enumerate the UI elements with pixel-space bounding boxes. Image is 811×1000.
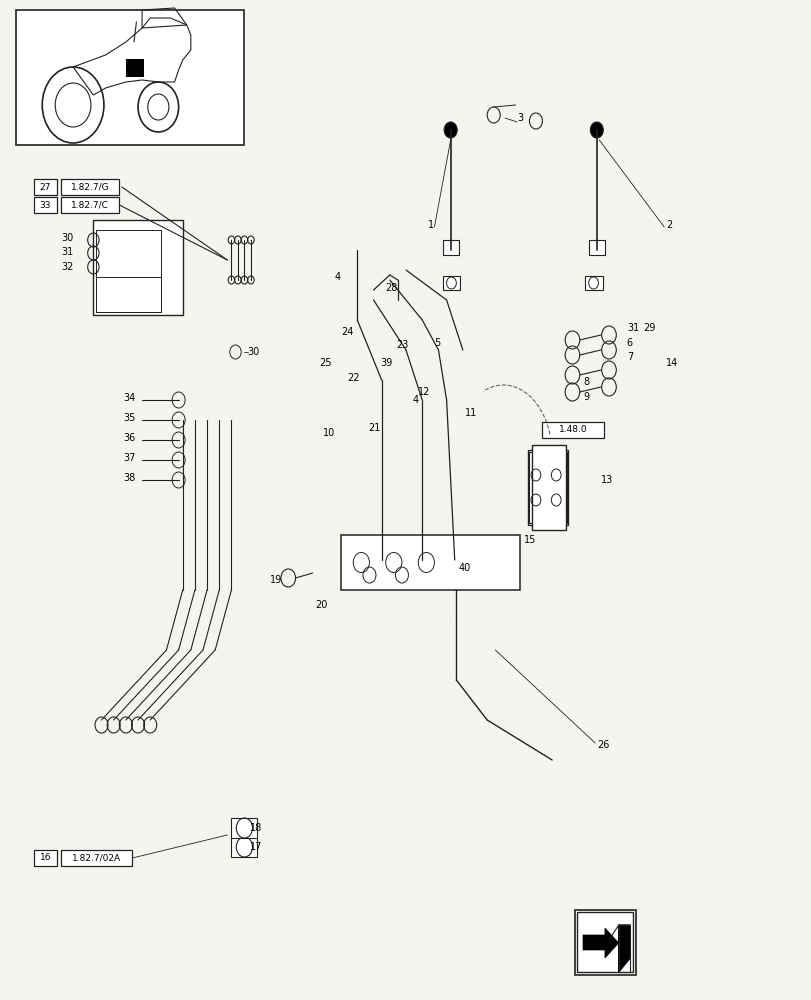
Text: 28: 28 <box>385 283 397 293</box>
Text: 13: 13 <box>600 475 612 485</box>
Bar <box>588 240 604 255</box>
Text: 27: 27 <box>40 182 51 192</box>
Bar <box>96 230 161 312</box>
Text: 1.48.0: 1.48.0 <box>558 426 587 434</box>
Bar <box>231 837 257 857</box>
Text: 25: 25 <box>319 358 331 368</box>
Text: 18: 18 <box>250 823 262 833</box>
Text: 21: 21 <box>367 423 380 433</box>
Text: 35: 35 <box>123 413 135 423</box>
Text: 8: 8 <box>582 377 589 387</box>
Text: 29: 29 <box>642 323 654 333</box>
Text: 30: 30 <box>62 233 74 243</box>
Text: 14: 14 <box>665 358 677 368</box>
Text: 1.82.7/C: 1.82.7/C <box>71 200 109 210</box>
Text: 10: 10 <box>323 428 335 438</box>
Bar <box>61 850 132 866</box>
Bar <box>96 277 161 312</box>
Text: 38: 38 <box>123 473 135 483</box>
Bar <box>231 818 257 838</box>
Polygon shape <box>618 925 629 972</box>
Bar <box>93 220 182 315</box>
Text: 12: 12 <box>418 387 430 397</box>
Text: 3: 3 <box>517 113 523 123</box>
Text: 39: 39 <box>380 358 392 368</box>
Text: 19: 19 <box>269 575 281 585</box>
Text: 33: 33 <box>40 200 51 210</box>
Text: 6: 6 <box>626 338 633 348</box>
Text: 26: 26 <box>596 740 608 750</box>
Bar <box>61 179 119 195</box>
Text: 20: 20 <box>315 600 327 610</box>
Bar <box>542 422 603 438</box>
Text: 17: 17 <box>250 842 262 852</box>
Text: 16: 16 <box>40 854 51 862</box>
Bar <box>527 450 568 525</box>
Text: 22: 22 <box>347 373 359 383</box>
Text: 40: 40 <box>458 563 470 573</box>
Circle shape <box>590 122 603 138</box>
Bar <box>16 10 243 145</box>
Text: 4: 4 <box>412 395 418 405</box>
Text: 36: 36 <box>123 433 135 443</box>
Text: 11: 11 <box>464 408 476 418</box>
Bar <box>584 276 602 290</box>
Text: 37: 37 <box>123 453 135 463</box>
Bar <box>61 197 119 213</box>
Text: 5: 5 <box>434 338 440 348</box>
Text: 7: 7 <box>626 352 633 362</box>
Text: 32: 32 <box>62 262 74 272</box>
Text: 15: 15 <box>523 535 535 545</box>
Bar <box>341 535 519 590</box>
Text: 34: 34 <box>123 393 135 403</box>
Bar <box>126 59 144 77</box>
Bar <box>442 240 458 255</box>
Text: 4: 4 <box>334 272 341 282</box>
Polygon shape <box>582 928 618 958</box>
Text: 31: 31 <box>626 323 638 333</box>
Text: 9: 9 <box>582 392 589 402</box>
Text: 24: 24 <box>341 327 353 337</box>
Circle shape <box>444 122 457 138</box>
Text: 30: 30 <box>247 347 260 357</box>
Text: 1: 1 <box>427 220 434 230</box>
Text: 31: 31 <box>62 247 74 257</box>
Text: 1.82.7/G: 1.82.7/G <box>71 182 109 192</box>
Bar <box>576 912 633 972</box>
Text: 2: 2 <box>665 220 672 230</box>
Bar <box>34 197 57 213</box>
Text: 23: 23 <box>396 340 408 350</box>
Bar <box>442 276 460 290</box>
Bar <box>574 910 635 975</box>
Bar <box>531 445 565 530</box>
Text: 1.82.7/02A: 1.82.7/02A <box>72 854 121 862</box>
Bar <box>34 179 57 195</box>
Bar <box>34 850 57 866</box>
Bar <box>529 452 566 523</box>
